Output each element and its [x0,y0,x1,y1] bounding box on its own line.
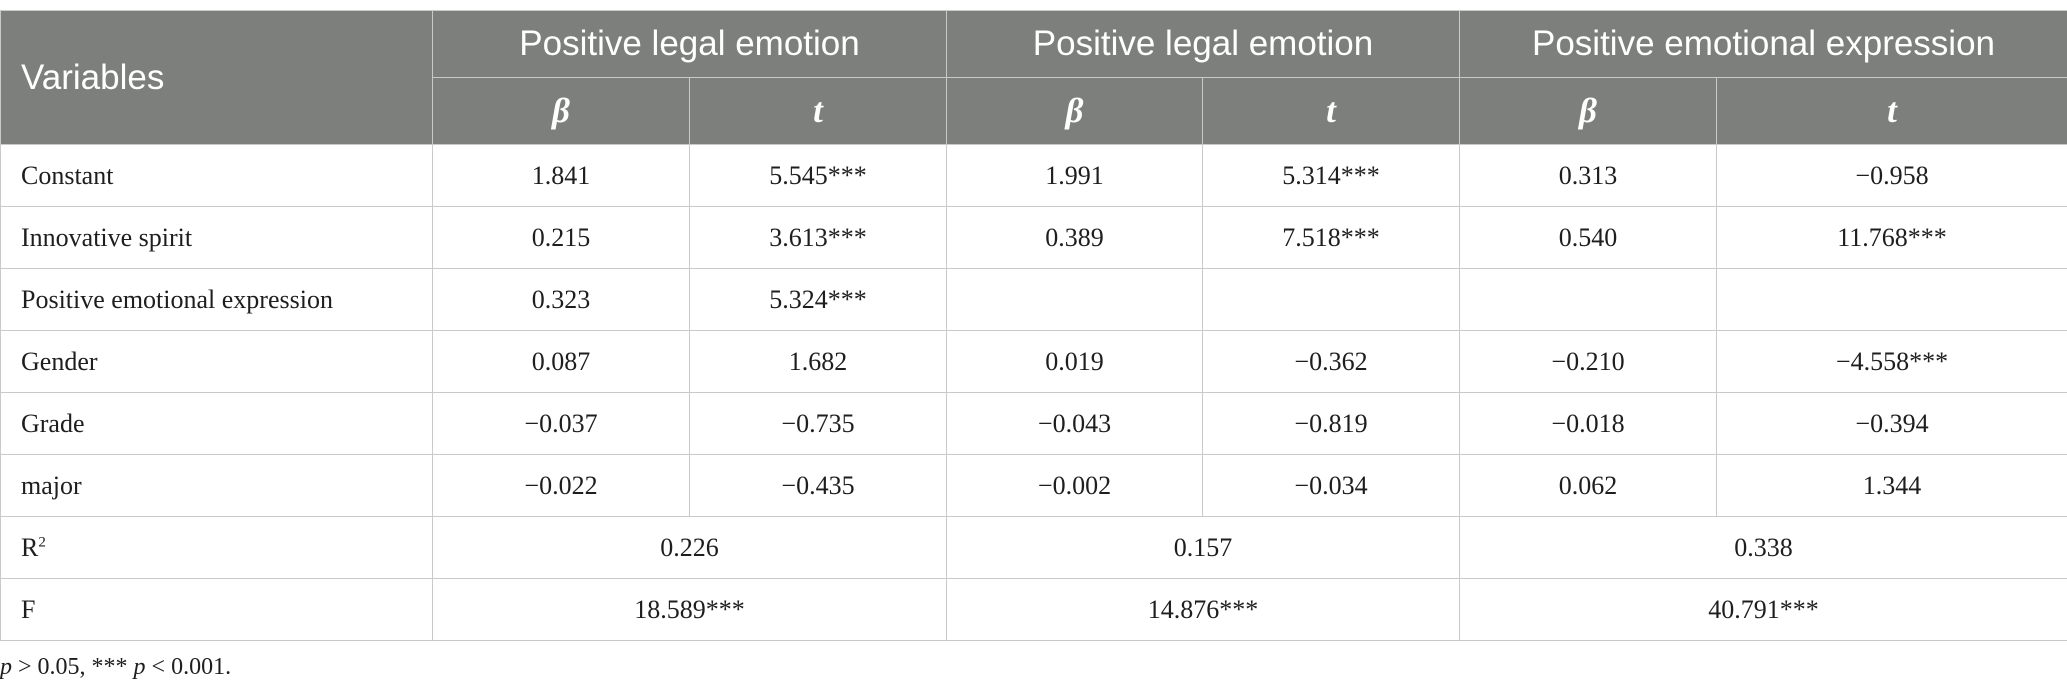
table-cell: −4.558*** [1715,330,2067,393]
regression-table: Variables Positive legal emotion Positiv… [0,10,2067,641]
row-label: Innovative spirit [0,206,433,269]
table-cell: 0.062 [1459,454,1717,517]
table-cell: −0.043 [946,392,1203,455]
beta-header: β [1459,77,1717,145]
table-cell: 5.314*** [1202,144,1460,207]
table-cell: −0.002 [946,454,1203,517]
footnote-text-2: < 0.001. [145,654,232,680]
group-header-3: Positive emotional expression [1458,10,2067,78]
row-label: Gender [0,330,433,393]
table-cell: 0.313 [1459,144,1717,207]
table-footnote: p > 0.05, *** p < 0.001. [0,654,231,681]
group-header-1: Positive legal emotion [432,10,947,78]
table-cell: −0.362 [1202,330,1460,393]
t-header: t [1202,77,1460,145]
variables-header: Variables [0,10,433,145]
table-row: major −0.022 −0.435 −0.002 −0.034 0.062 1.344 [0,454,2067,517]
row-label-r2: R2 [0,516,433,579]
table-cell: 5.545*** [689,144,947,207]
table-cell [1459,268,1717,331]
beta-header: β [946,77,1203,145]
table-cell: −0.034 [1202,454,1460,517]
table-cell: 0.389 [946,206,1203,269]
table-body: Constant 1.841 5.545*** 1.991 5.314*** 0.313−… [0,144,2067,641]
table-cell: 7.518*** [1202,206,1460,269]
row-label: Constant [0,144,433,207]
table-row: Innovative spirit 0.215 3.613*** 0.389 7.518… [0,206,2067,269]
row-label-f: F [0,578,433,641]
header-row-stats: β t β t β t [1,77,2067,145]
table-cell: 0.019 [946,330,1203,393]
r2-label: R [21,532,39,562]
footnote-p-symbol: p [133,654,146,680]
table-row-f: F 18.589*** 14.876*** 40.791*** [0,578,2067,641]
header-row-groups: Variables Positive legal emotion Positiv… [0,10,2067,145]
row-label: major [0,454,433,517]
r2-superscript: 2 [38,533,46,550]
table-cell: 1.991 [946,144,1203,207]
r2-value-1: 0.226 [432,516,947,579]
r2-value-3: 0.338 [1458,516,2067,579]
table-cell [946,268,1203,331]
table-cell: −0.037 [432,392,690,455]
footnote-text-1: > 0.05, *** [12,654,134,680]
row-label: Grade [0,392,433,455]
group-header-2: Positive legal emotion [946,10,1460,78]
table-cell [1715,268,2067,331]
table-row: Constant 1.841 5.545*** 1.991 5.314*** 0.313−… [0,144,2067,207]
table-row: Positive emotional expression 0.323 5.324*… [0,268,2067,331]
table-cell: −0.958 [1715,144,2067,207]
t-header: t [1715,77,2067,145]
table-cell: 1.841 [432,144,690,207]
table-cell [1202,268,1460,331]
table-cell: 0.087 [432,330,690,393]
table-cell: −0.819 [1202,392,1460,455]
table-cell: −0.018 [1459,392,1717,455]
table-cell: 5.324*** [689,268,947,331]
table-cell: 1.344 [1715,454,2067,517]
row-label: Positive emotional expression [0,268,433,331]
table-cell: −0.435 [689,454,947,517]
f-value-1: 18.589*** [432,578,947,641]
table-cell: −0.394 [1715,392,2067,455]
table-cell: 3.613*** [689,206,947,269]
table-cell: 1.682 [689,330,947,393]
table-row: Gender 0.087 1.682 0.019 −0.362 −0.210 −4.558*… [0,330,2067,393]
table-cell: −0.210 [1459,330,1717,393]
t-header: t [689,77,947,145]
table-cell: 0.540 [1459,206,1717,269]
table-row: Grade −0.037 −0.735 −0.043 −0.819 −0.018 −0.39… [0,392,2067,455]
table-row-r2: R2 0.226 0.157 0.338 [0,516,2067,579]
beta-header: β [432,77,690,145]
footnote-p-symbol: p [0,654,12,680]
f-value-2: 14.876*** [946,578,1460,641]
r2-value-2: 0.157 [946,516,1460,579]
table-cell: 0.323 [432,268,690,331]
table-cell: 11.768*** [1715,206,2067,269]
table-cell: −0.022 [432,454,690,517]
f-value-3: 40.791*** [1458,578,2067,641]
table-cell: −0.735 [689,392,947,455]
table-cell: 0.215 [432,206,690,269]
